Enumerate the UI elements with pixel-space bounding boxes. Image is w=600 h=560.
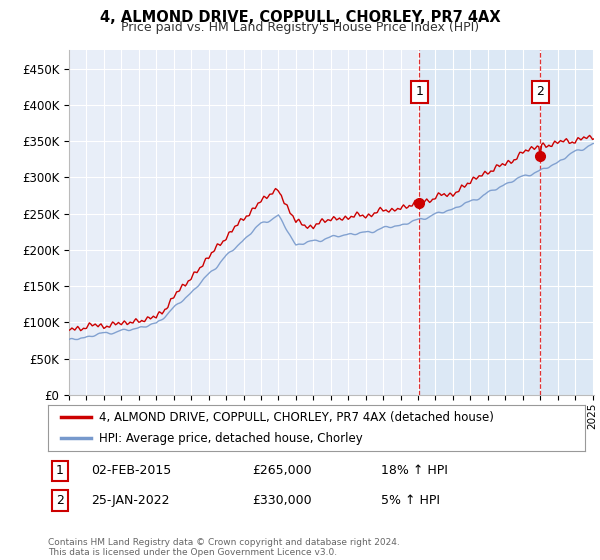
Text: 4, ALMOND DRIVE, COPPULL, CHORLEY, PR7 4AX: 4, ALMOND DRIVE, COPPULL, CHORLEY, PR7 4… — [100, 10, 500, 25]
Text: 2: 2 — [536, 85, 544, 98]
Text: 1: 1 — [56, 464, 64, 478]
Text: 5% ↑ HPI: 5% ↑ HPI — [381, 494, 440, 507]
Text: 2: 2 — [56, 494, 64, 507]
Text: Contains HM Land Registry data © Crown copyright and database right 2024.
This d: Contains HM Land Registry data © Crown c… — [48, 538, 400, 557]
Bar — [419, 50, 595, 395]
Text: HPI: Average price, detached house, Chorley: HPI: Average price, detached house, Chor… — [99, 432, 363, 445]
Text: 18% ↑ HPI: 18% ↑ HPI — [381, 464, 448, 478]
Text: 25-JAN-2022: 25-JAN-2022 — [91, 494, 169, 507]
Text: 4, ALMOND DRIVE, COPPULL, CHORLEY, PR7 4AX (detached house): 4, ALMOND DRIVE, COPPULL, CHORLEY, PR7 4… — [99, 411, 494, 424]
Text: £265,000: £265,000 — [252, 464, 311, 478]
Text: 1: 1 — [416, 85, 424, 98]
Text: £330,000: £330,000 — [252, 494, 311, 507]
Text: 02-FEB-2015: 02-FEB-2015 — [91, 464, 171, 478]
Text: Price paid vs. HM Land Registry's House Price Index (HPI): Price paid vs. HM Land Registry's House … — [121, 21, 479, 34]
